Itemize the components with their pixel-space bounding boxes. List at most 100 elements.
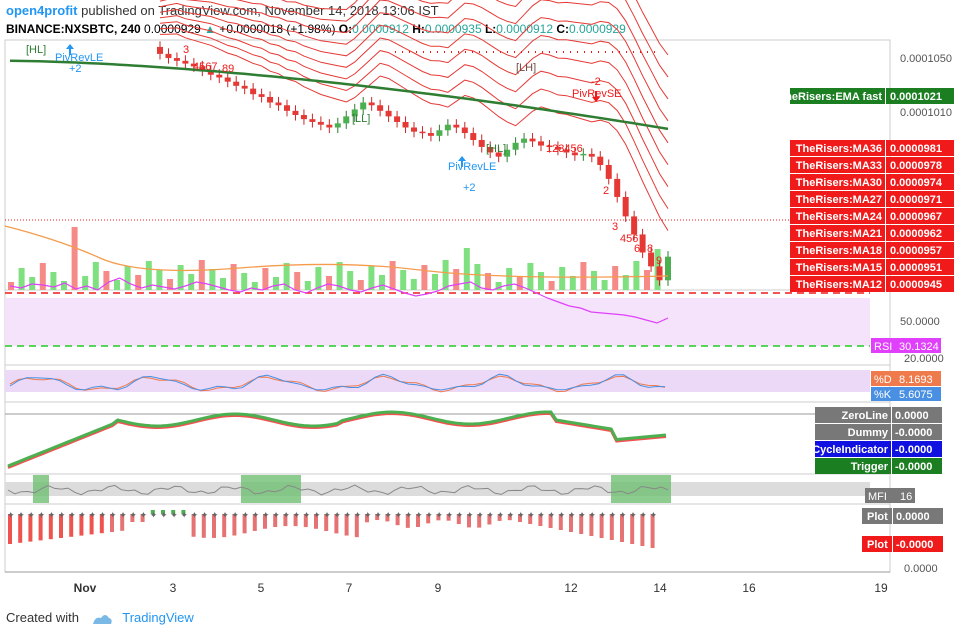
histogram-bar [8, 514, 12, 544]
histogram-bar [28, 514, 33, 542]
high-label: H: [412, 22, 425, 36]
histogram-bar [38, 514, 43, 541]
ema-fast-line [9, 59, 669, 131]
cycle-label: ZeroLine 0.0000 [815, 407, 942, 423]
hist-dot: ✦ [323, 510, 331, 520]
hist-dot: ✦ [27, 510, 35, 520]
histogram-bar [620, 514, 624, 542]
volume-bar [71, 227, 78, 290]
histogram-bar [273, 514, 278, 528]
volume-bar [474, 264, 481, 290]
candle [360, 96, 367, 115]
seq-count-e: 2 [603, 185, 609, 197]
hist-dot: ✦ [140, 510, 148, 520]
price-label: TheRisers:EMA fast 0.0001021 [778, 88, 954, 104]
price-label-value: 0.0000974 [890, 177, 943, 189]
volume-bar [453, 269, 460, 290]
histogram-bar [303, 514, 308, 528]
candle [250, 83, 257, 100]
volume-bar [39, 263, 46, 290]
price-tick: 0.0001010 [900, 107, 952, 119]
volume-bar [209, 269, 216, 290]
candle [157, 41, 163, 60]
cycle-label: CycleIndicator -0.0000 [812, 441, 942, 457]
hist-dot: ✦ [588, 510, 596, 520]
author-name[interactable]: open4profit [6, 3, 78, 18]
tradingview-logo-icon [92, 614, 112, 624]
price-label-name: TheRisers:MA15 [796, 262, 882, 274]
lh-annotation: [LH] [516, 62, 536, 74]
histogram-bar [252, 514, 257, 531]
mfi-line [7, 484, 669, 496]
candle [427, 127, 434, 142]
hist-dot: ✦ [476, 510, 484, 520]
histogram-bar [599, 514, 604, 538]
pivrevse-count: -2 [591, 76, 601, 88]
volume-bar [114, 280, 120, 290]
rsi-label-value: 30.1324 [899, 341, 939, 353]
rsi-band [5, 298, 870, 346]
hist-dot: ✦ [231, 510, 239, 520]
candle [351, 103, 358, 122]
cycle-indicator-line [7, 410, 667, 468]
histogram-bars: ✦ ✦ ✦ ✦ ✦ ✦ ✦ ✦ ✦ ✦ ✦ ✦ ✦ ✦ ✦ ✦ ✦ ✦ ✦ ✦ ✦ ✦ ✦ ✦ ✦ ✦ ✦ ✦ ✦ ✦ ✦ ✦ ✦ ✦ ✦ ✦ ✦ ✦ ✦ ✦… [7, 510, 658, 548]
candle [377, 99, 384, 117]
histogram-bar [191, 514, 196, 537]
hist-label: Plot -0.0000 [862, 536, 943, 552]
cycle-label-name: ZeroLine [842, 410, 888, 422]
volume-bar [61, 281, 67, 290]
histogram-bar [375, 514, 380, 521]
hist-dot: ✦ [99, 510, 107, 520]
histogram-bar [650, 514, 655, 548]
ma-ribbon [159, 0, 669, 231]
volume-bar [294, 272, 301, 290]
volume-bar [389, 261, 396, 290]
hist-dot: ✦ [17, 510, 25, 520]
volume-bar [188, 274, 195, 290]
volume-bar [251, 282, 258, 290]
hist-dot: ✦ [415, 510, 423, 520]
histogram-bar [48, 514, 53, 540]
histogram-bar [589, 514, 594, 536]
hist-dot: ✦ [282, 510, 290, 520]
hist-label-name: Plot [867, 539, 888, 551]
histogram-bar [630, 514, 635, 544]
time-tick: 3 [170, 581, 177, 595]
histogram-bar [467, 514, 471, 528]
candle [453, 119, 460, 134]
price-label-name: TheRisers:MA21 [796, 228, 882, 240]
volume-bar [167, 279, 173, 290]
time-tick: 14 [653, 581, 667, 595]
cycle-pane [4, 401, 891, 475]
price-label-name: TheRisers:MA18 [796, 245, 882, 257]
hist-dot: ✦ [109, 510, 117, 520]
volume-bar [548, 281, 555, 290]
tradingview-link[interactable]: TradingView [122, 610, 194, 625]
hist-dot: ✦ [599, 510, 607, 520]
volume-bar [357, 280, 364, 290]
seq-count-j: 9 [656, 255, 662, 267]
pivrevle-count-1: +2 [69, 63, 82, 75]
volume-bar [379, 275, 385, 290]
price-label-value: 0.0000978 [890, 160, 942, 172]
hist-dot: ✦ [507, 510, 515, 520]
mfi-highlight [611, 475, 671, 503]
stoch-d-value: 8.1693 [899, 374, 933, 386]
price-label: TheRisers:MA24 0.0000967 [790, 208, 954, 224]
hist-dot: ✦ [486, 510, 494, 520]
histogram-bar [354, 514, 359, 538]
time-tick: 9 [435, 581, 442, 595]
candle [444, 119, 451, 136]
candle [478, 134, 485, 153]
hist-label-stack: Plot 0.0000 Plot -0.0000 [862, 508, 943, 552]
histogram-bar [222, 514, 227, 538]
candle [368, 96, 375, 111]
volume-bar [145, 261, 152, 290]
price-label-name: TheRisers:MA27 [796, 194, 882, 206]
hist-dot: ✦ [303, 510, 311, 520]
hist-dot: ✦ [221, 510, 229, 520]
mfi-highlight [241, 475, 301, 503]
hist-dot: ✦ [435, 510, 443, 520]
histogram-bar [110, 514, 114, 532]
